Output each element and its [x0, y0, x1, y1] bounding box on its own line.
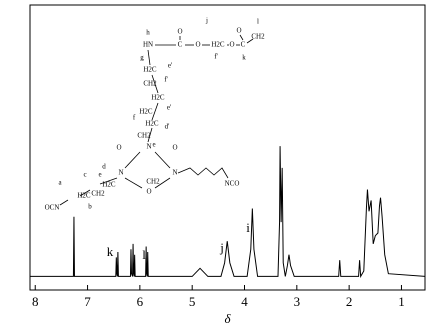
structure-label: CH2 [251, 33, 265, 41]
structure-label: H2C [102, 181, 116, 189]
structure-label: HN [143, 41, 153, 49]
structure-label: d [102, 163, 106, 171]
structure-label: f' [164, 76, 168, 84]
structure-label: l [257, 18, 259, 26]
structure-label: e' [168, 62, 172, 70]
structure-label: H2C [139, 108, 153, 116]
structure-label: O [146, 188, 151, 196]
structure-label: h [146, 29, 150, 37]
structure-label: O [195, 41, 200, 49]
structure-label: e [98, 171, 101, 179]
x-tick-label: 3 [294, 294, 301, 309]
structure-label: H2C [145, 120, 159, 128]
x-tick-label: 4 [241, 294, 248, 309]
structure-label: e [152, 141, 155, 149]
structure-label: d' [165, 123, 170, 131]
structure-label: H2C [143, 66, 157, 74]
structure-label: N [146, 143, 151, 151]
x-axis-label: δ [224, 311, 231, 326]
structure-label: NCO [225, 180, 240, 188]
structure-label: CH2 [91, 190, 105, 198]
structure-label: O [172, 144, 177, 152]
structure-label: H2C [151, 94, 165, 102]
peak-label: j [219, 240, 224, 255]
structure-label: O [177, 28, 182, 36]
x-tick-label: 7 [84, 294, 91, 309]
structure-bonds [59, 34, 254, 206]
peak-label: i [246, 220, 250, 235]
x-tick-label: 5 [189, 294, 196, 309]
structure-label: H2C [77, 192, 91, 200]
x-tick-label: 6 [137, 294, 144, 309]
structure-label: b [88, 203, 92, 211]
structure-label: O [236, 27, 241, 35]
peak-label: l [142, 247, 146, 262]
structure-label: H2C [211, 41, 225, 49]
x-tick-label: 1 [398, 294, 405, 309]
structure-label: N [118, 169, 123, 177]
structure-label: c [83, 171, 86, 179]
structure-label: f' [214, 53, 218, 61]
x-tick-label: 8 [32, 294, 39, 309]
spectrum-line [30, 146, 426, 279]
x-tick-label: 2 [346, 294, 353, 309]
structure-label: CH2 [137, 132, 151, 140]
structure-label: e' [167, 104, 171, 112]
structure-label: CH2 [143, 80, 157, 88]
structure-label: N [172, 169, 177, 177]
structure-label: j [205, 17, 208, 25]
structure-label: CH2 [146, 178, 160, 186]
structure-label: k [242, 54, 246, 62]
structure-label: OCN [45, 204, 60, 212]
structure-label: O [116, 144, 121, 152]
peak-label: k [107, 244, 114, 259]
structure-label: C [241, 41, 246, 49]
structure-label: C [178, 41, 183, 49]
structure-label: O [229, 41, 234, 49]
plot-frame [29, 4, 426, 291]
structure-label: f [133, 114, 136, 122]
structure-label: a [58, 179, 62, 187]
structure-label: g [140, 54, 144, 62]
